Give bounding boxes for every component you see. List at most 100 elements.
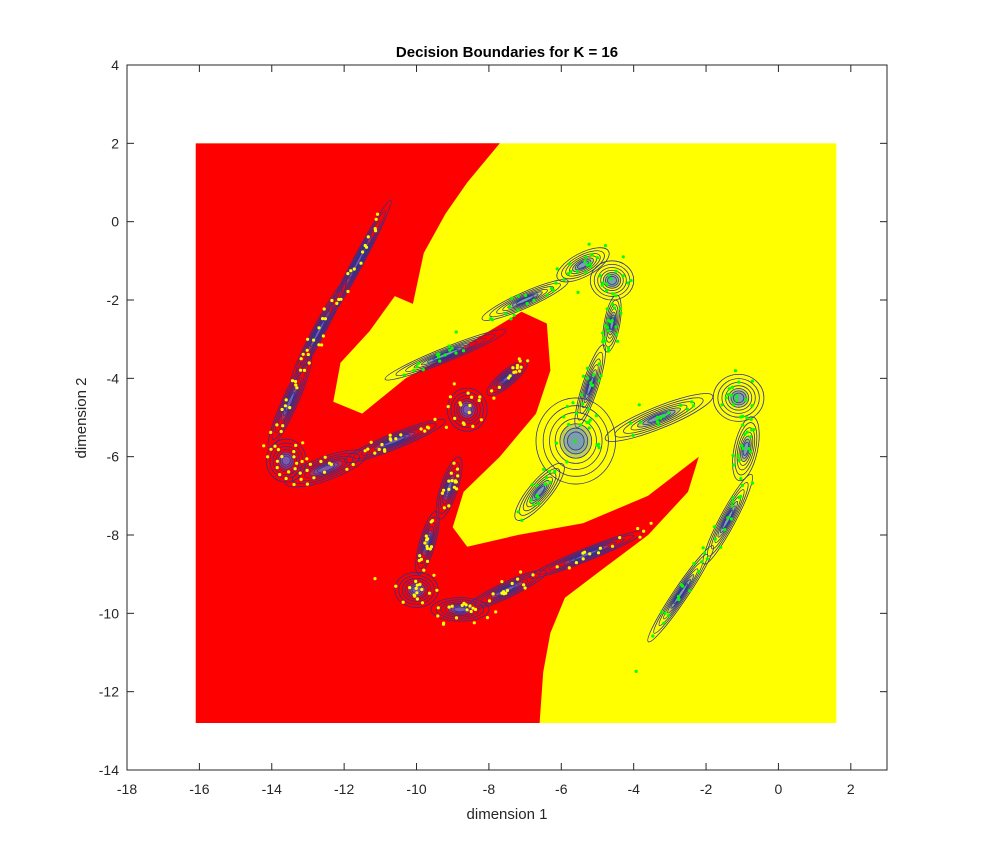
point-1-11 xyxy=(408,586,412,590)
point-1-3 xyxy=(281,424,285,428)
point-1-2 xyxy=(306,337,310,341)
contour-level xyxy=(413,341,478,369)
contour-level xyxy=(291,452,361,484)
point-2-10 xyxy=(737,380,741,384)
point-1-7 xyxy=(467,410,471,415)
point-2-13 xyxy=(681,584,685,588)
contour-level xyxy=(667,574,695,614)
contour-level xyxy=(316,464,336,473)
contour-level xyxy=(673,583,689,605)
point-1-14 xyxy=(581,557,585,561)
point-2-10 xyxy=(730,385,735,389)
contour-level xyxy=(405,337,486,372)
contour-level xyxy=(574,344,606,428)
point-2-1 xyxy=(509,317,513,321)
point-1-4 xyxy=(301,441,305,445)
contour-1-2 xyxy=(290,279,347,383)
contour-level xyxy=(740,435,752,462)
point-2-10 xyxy=(744,398,748,402)
point-2-9 xyxy=(666,411,671,415)
point-2-9 xyxy=(637,403,641,407)
point-2-9 xyxy=(662,414,666,418)
point-1-12 xyxy=(454,616,459,620)
y-tick-label: -14 xyxy=(99,762,119,778)
point-1-4 xyxy=(293,467,297,471)
point-2-8 xyxy=(547,469,552,474)
point-2-9 xyxy=(655,420,660,424)
point-1-5 xyxy=(305,468,309,472)
point-2-3 xyxy=(555,267,559,271)
point-1-3 xyxy=(280,407,284,412)
point-2-7 xyxy=(554,441,559,445)
point-1-7 xyxy=(471,424,475,428)
point-1-2 xyxy=(293,379,298,384)
contour-level xyxy=(717,378,760,418)
contour-1-6 xyxy=(343,419,446,463)
contour-level xyxy=(303,304,334,359)
contour-level xyxy=(379,434,411,448)
point-2-13 xyxy=(692,562,696,566)
point-2-7 xyxy=(594,414,599,418)
point-2-9 xyxy=(638,420,643,424)
point-2-2 xyxy=(562,278,566,282)
contour-2-6 xyxy=(574,344,606,428)
point-2-11 xyxy=(745,430,749,434)
point-1-7 xyxy=(466,391,470,395)
point-1-11 xyxy=(373,577,377,581)
point-1-13 xyxy=(516,577,520,581)
point-1-3 xyxy=(279,429,283,434)
point-1-7 xyxy=(453,416,457,420)
contour-level xyxy=(295,288,342,374)
contour-level xyxy=(290,279,347,383)
point-2-10 xyxy=(750,379,755,383)
point-1-11 xyxy=(394,584,398,588)
point-2-3 xyxy=(585,263,590,267)
point-2-7 xyxy=(567,422,571,427)
contour-level xyxy=(440,601,480,618)
point-1-7 xyxy=(477,398,481,403)
point-1-12 xyxy=(472,621,476,625)
point-2-7 xyxy=(587,426,591,430)
point-2-12 xyxy=(731,496,735,500)
point-2-6 xyxy=(592,373,596,377)
point-2-6 xyxy=(614,332,619,336)
point-1-3 xyxy=(283,404,287,408)
contour-level xyxy=(453,395,481,425)
point-1-12 xyxy=(441,622,446,626)
point-1-4 xyxy=(292,455,296,459)
point-1-4 xyxy=(292,450,296,454)
point-2-9 xyxy=(657,423,661,427)
point-1-8 xyxy=(490,389,494,393)
point-2-5 xyxy=(612,306,617,310)
point-1-5 xyxy=(373,451,377,455)
contour-level xyxy=(456,398,478,422)
point-1-10 xyxy=(418,554,422,558)
point-2-13 xyxy=(700,560,704,564)
point-2-5 xyxy=(605,325,610,329)
point-1-3 xyxy=(273,444,277,448)
point-1-11 xyxy=(401,600,405,604)
contour-level xyxy=(561,250,605,280)
contour-level xyxy=(267,355,313,449)
point-2-4 xyxy=(614,269,618,273)
point-1-4 xyxy=(292,482,296,487)
x-axis-ticks: -18 -16 -14 -12 -10 -8 -6 -4 -2 0 2 xyxy=(117,65,855,797)
point-2-3 xyxy=(587,242,591,246)
x-tick-label: -12 xyxy=(334,781,354,797)
point-2-10 xyxy=(731,403,735,407)
point-1-6 xyxy=(388,433,392,437)
point-2-12 xyxy=(729,517,734,521)
contour-level xyxy=(600,269,624,291)
point-2-10 xyxy=(750,404,754,408)
point-2-8 xyxy=(548,480,552,484)
point-2-5 xyxy=(610,318,614,323)
contour-level xyxy=(607,275,617,285)
contour-1-5 xyxy=(284,449,368,488)
point-2-12 xyxy=(719,545,723,549)
point-1-6 xyxy=(388,437,392,441)
point-2-10 xyxy=(749,417,753,421)
point-2-1 xyxy=(438,359,442,363)
point-1-1 xyxy=(374,229,378,233)
y-tick-label: 0 xyxy=(111,214,119,230)
point-1-7 xyxy=(444,425,448,429)
